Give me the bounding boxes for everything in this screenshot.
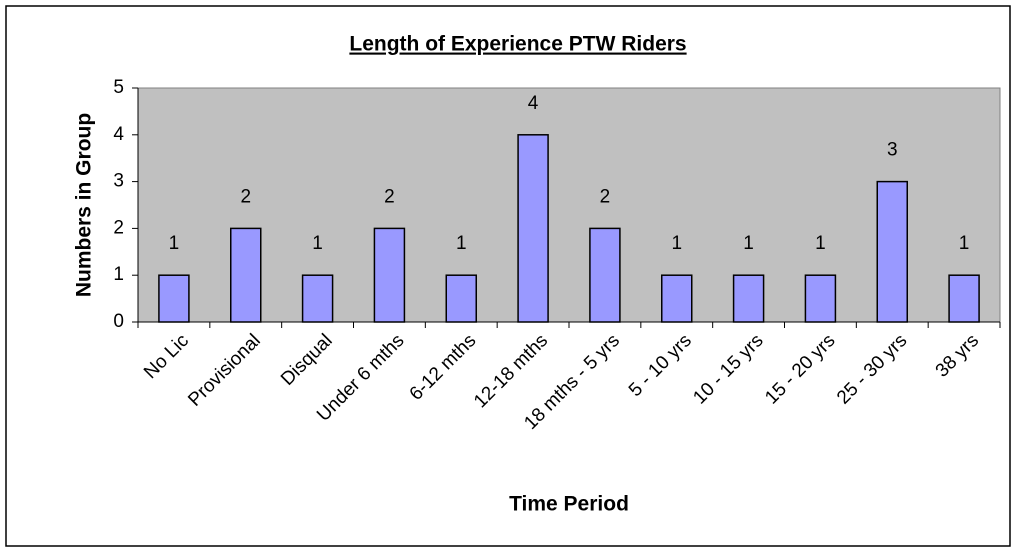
plot-area [137,87,1001,323]
data-label: 4 [528,93,539,114]
data-label: 2 [240,186,251,207]
y-tick-label: 4 [113,124,124,145]
y-tick-label: 1 [113,264,124,285]
bar [589,227,621,323]
y-axis-title: Numbers in Group [73,113,96,297]
bar [230,227,262,323]
data-label: 1 [169,233,180,254]
bar [876,180,908,323]
y-tick-label: 2 [113,217,124,238]
bar [732,274,765,323]
x-axis-title: Time Period [509,493,629,516]
bar [445,274,477,323]
data-label: 2 [600,186,611,207]
data-label: 1 [815,233,826,254]
bar [661,274,693,323]
bar [301,274,334,323]
data-label: 1 [959,233,970,254]
y-tick-label: 5 [113,77,124,98]
bar [158,274,190,323]
data-label: 2 [384,186,395,207]
data-label: 3 [887,140,898,161]
data-label: 1 [671,233,682,254]
data-label: 1 [743,233,754,254]
y-tick-label: 0 [113,311,124,332]
bar [517,134,549,323]
data-label: 1 [312,233,323,254]
chart-title: Length of Experience PTW Riders [349,33,686,56]
bar [804,274,837,323]
bar [948,274,980,323]
bar [373,227,406,323]
data-label: 1 [456,233,467,254]
y-tick-label: 3 [113,171,124,192]
